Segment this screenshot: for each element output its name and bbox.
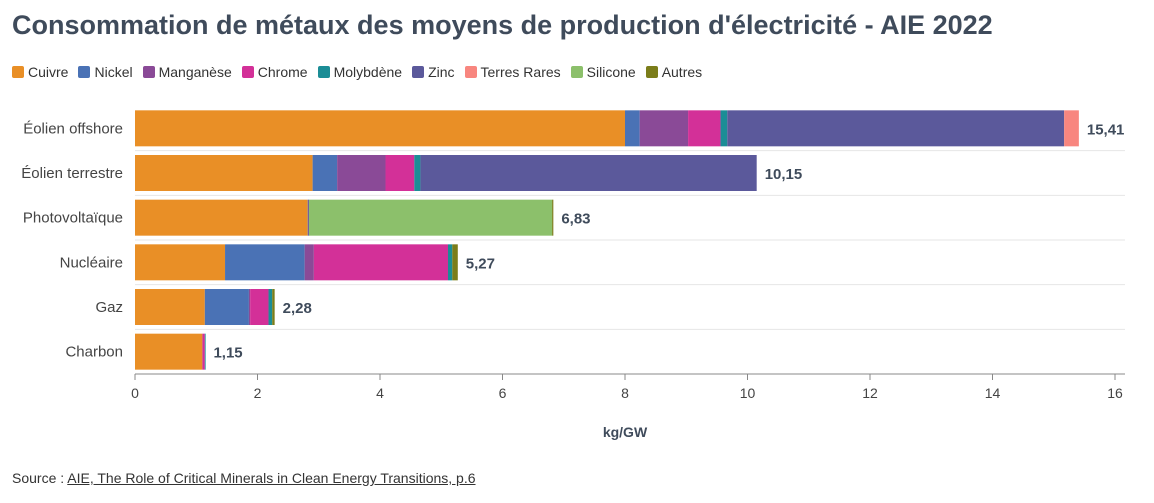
bar-segment [304, 244, 314, 281]
bar-segment [452, 244, 458, 281]
legend-swatch [645, 66, 658, 78]
legend-item-3[interactable]: Manganèse [142, 64, 232, 80]
bar-segment [727, 110, 1065, 147]
legend-item-8[interactable]: Silicone [570, 64, 636, 80]
x-axis-label: kg/GW [603, 424, 648, 440]
legend-item-5[interactable]: Molybdène [317, 64, 403, 80]
bar-segment [308, 199, 553, 236]
x-tick-label: 12 [862, 385, 878, 401]
bar-segment [135, 333, 203, 370]
legend-item-7[interactable]: Terres Rares [464, 64, 561, 80]
legend-label: Molybdène [333, 64, 403, 80]
legend-swatch [464, 66, 477, 78]
category-label: Éolien offshore [23, 120, 123, 137]
bar-segment [639, 110, 689, 147]
bar-segment [225, 244, 305, 281]
bar-segment [720, 110, 728, 147]
bar-segment [135, 199, 308, 236]
legend-item-9[interactable]: Autres [645, 64, 703, 80]
legend-label: Manganèse [158, 64, 232, 80]
bar-segment [420, 155, 757, 191]
legend-swatch [12, 66, 24, 78]
bar-segment [308, 199, 310, 236]
x-tick-label: 8 [621, 385, 629, 401]
bar-segment [204, 333, 206, 370]
legend-label: Cuivre [28, 64, 69, 80]
bar-segment [135, 244, 226, 281]
x-tick-label: 14 [985, 385, 1001, 401]
bar-segment [688, 110, 721, 147]
total-label: 1,15 [213, 345, 242, 362]
bar-segment [250, 289, 269, 325]
bar-segment [312, 155, 338, 191]
legend-label: Zinc [428, 64, 455, 80]
legend-swatch [317, 66, 330, 78]
x-tick-label: 16 [1107, 385, 1123, 401]
bar-segment [268, 289, 273, 325]
legend-swatch [142, 66, 155, 78]
category-label: Nucléaire [60, 254, 123, 271]
legend-label: Autres [661, 64, 703, 80]
legend-item-6[interactable]: Zinc [412, 64, 455, 80]
legend-item-2[interactable]: Nickel [78, 64, 133, 80]
bar-segment [204, 289, 249, 325]
bar-segment [135, 155, 313, 191]
category-label: Photovoltaïque [23, 210, 123, 227]
total-label: 5,27 [466, 255, 495, 272]
category-label: Gaz [95, 299, 123, 316]
chart-title: Consommation de métaux des moyens de pro… [12, 10, 993, 40]
legend-item-4[interactable]: Chrome [241, 64, 308, 80]
bar-segment [337, 155, 386, 191]
x-tick-label: 0 [131, 385, 139, 401]
total-label: 15,41 [1087, 121, 1125, 138]
bar-segment [414, 155, 421, 191]
total-label: 2,28 [283, 300, 312, 317]
bar-segment [248, 289, 251, 325]
legend-item-1[interactable]: Cuivre [12, 64, 68, 80]
legend-swatch [570, 66, 583, 78]
bar-segment [135, 289, 205, 325]
bar-segment [552, 199, 554, 236]
bar-segment [202, 333, 205, 370]
legend-label: Terres Rares [480, 64, 561, 80]
legend-swatch [78, 66, 91, 78]
legend: Cuivre Nickel Manganèse Chrome Molybdène Zinc… [12, 64, 702, 80]
x-tick-label: 2 [254, 385, 262, 401]
bar-segment [313, 244, 448, 281]
source-prefix: Source : [12, 470, 68, 486]
x-tick-label: 6 [499, 385, 507, 401]
x-tick-label: 4 [376, 385, 384, 401]
bar-segment [447, 244, 453, 281]
total-label: 6,83 [561, 211, 590, 228]
category-label: Éolien terrestre [21, 165, 123, 182]
bar-segment [307, 199, 309, 236]
legend-label: Nickel [94, 64, 133, 80]
legend-swatch [412, 66, 425, 78]
legend-label: Silicone [586, 64, 636, 80]
category-label: Charbon [65, 344, 123, 361]
bar-chart: 0 2 4 6 8 10 12 14 16 kg/GW Éolien offshore 15,41 Éo… [21, 110, 1125, 440]
x-tick-label: 10 [740, 385, 756, 401]
bar-segment [1064, 110, 1079, 147]
bar-segment [625, 110, 640, 147]
legend-swatch [241, 66, 254, 78]
source-link[interactable]: AIE, The Role of Critical Minerals in Cl… [67, 470, 476, 486]
source-note: Source : AIE, The Role of Critical Miner… [12, 470, 476, 486]
total-label: 10,15 [765, 166, 803, 183]
bar-segment [385, 155, 415, 191]
legend-label: Chrome [257, 64, 308, 80]
bar-segment [272, 289, 275, 325]
bar-segment [135, 110, 625, 147]
